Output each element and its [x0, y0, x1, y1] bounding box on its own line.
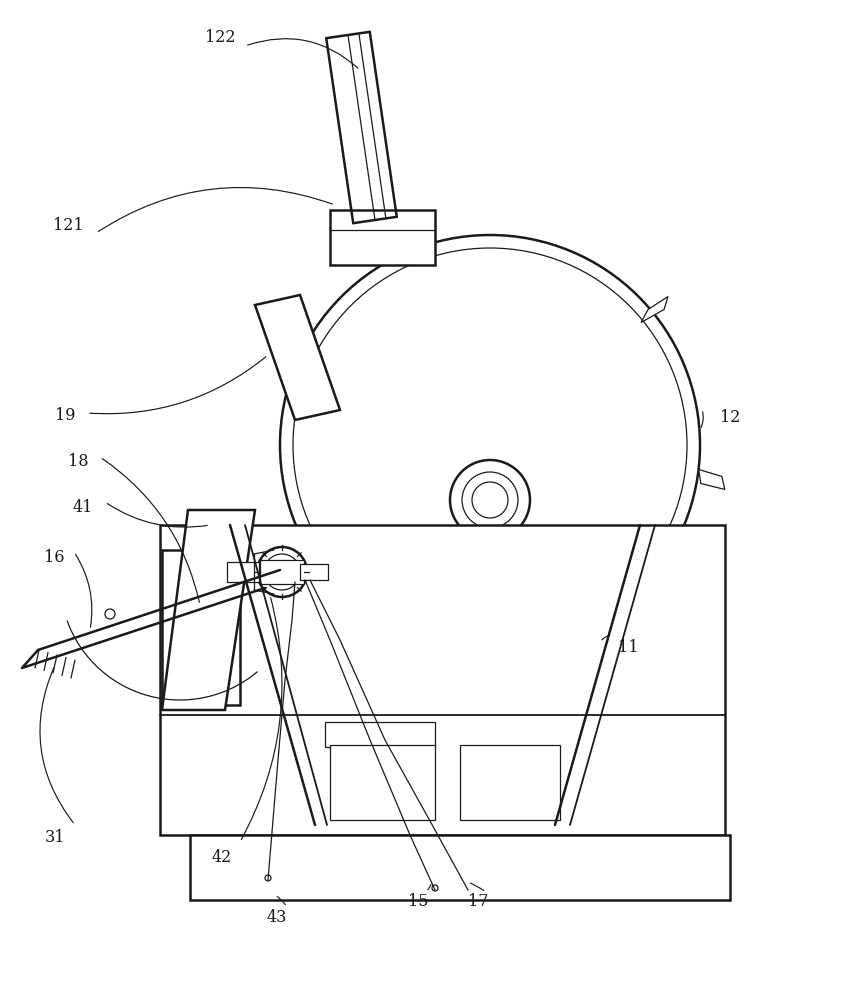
Bar: [227, 562, 259, 582]
Polygon shape: [698, 469, 725, 489]
Text: 11: 11: [618, 639, 638, 656]
Bar: [460, 745, 560, 820]
Bar: [260, 560, 304, 584]
Text: 16: 16: [44, 548, 64, 566]
Text: 41: 41: [73, 498, 93, 516]
Text: 18: 18: [68, 454, 88, 471]
Polygon shape: [255, 295, 340, 420]
Bar: [162, 550, 240, 705]
Text: 12: 12: [720, 408, 740, 426]
Text: 42: 42: [212, 848, 232, 865]
Text: 17: 17: [468, 894, 488, 910]
Bar: [435, 540, 545, 568]
Polygon shape: [162, 510, 255, 710]
Text: 122: 122: [205, 29, 236, 46]
Text: 15: 15: [408, 894, 428, 910]
Bar: [300, 564, 328, 580]
Bar: [160, 525, 725, 835]
Text: 31: 31: [45, 828, 65, 846]
Polygon shape: [641, 296, 668, 322]
Bar: [330, 210, 435, 265]
Text: 121: 121: [52, 217, 83, 233]
Bar: [325, 722, 435, 747]
Bar: [330, 745, 435, 820]
Text: 43: 43: [267, 908, 287, 926]
Text: 19: 19: [55, 406, 75, 424]
Bar: [190, 835, 730, 900]
